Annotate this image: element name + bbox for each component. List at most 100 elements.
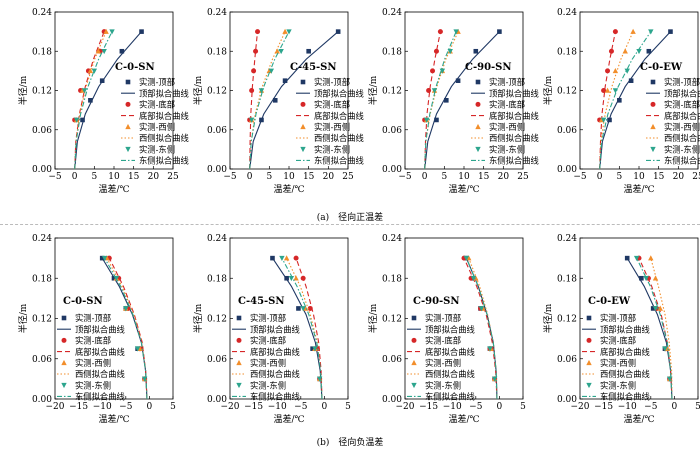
panel-label: C-45-SN [290,62,337,73]
y-tick-label: 0.00 [557,165,577,175]
legend-marker-swatch [586,360,591,365]
x-tick-label: 0 [597,172,603,182]
legend-label: 实测-顶部 [139,77,175,87]
series-line [425,32,458,169]
legend-marker-swatch [412,338,417,343]
x-tick-label: 10 [108,172,120,182]
panel-label: C-90-SN [465,62,512,73]
y-axis-label: 半径/m [192,75,204,105]
legend-marker-swatch [650,124,655,129]
x-tick-label: 20 [323,172,335,182]
legend-item: 实测-西侧 [650,122,700,132]
legend-item: 实测-西侧 [125,122,175,132]
legend-label: 顶部拟合曲线 [75,324,125,334]
legend-label: 西侧拟合曲线 [664,133,700,143]
legend-label: 顶部拟合曲线 [250,324,300,334]
y-tick-label: 0.06 [32,126,52,136]
y-tick-label: 0.06 [382,126,402,136]
legend-marker-swatch [126,80,131,85]
data-point [293,275,298,280]
legend-marker-swatch [476,80,481,85]
legend-item: 西侧拟合曲线 [296,133,364,143]
y-tick-label: 0.24 [32,8,52,18]
legend-item: 西侧拟合曲线 [407,369,475,379]
legend-marker-swatch [411,360,416,365]
y-tick-label: 0.24 [207,234,227,244]
legend-item: 底部拟合曲线 [232,347,300,357]
legend-item: 实测-底部 [587,336,637,346]
legend-label: 实测-西侧 [425,358,461,368]
legend-label: 底部拟合曲线 [75,347,125,357]
x-tick-label: 25 [692,172,700,182]
legend-label: 实测-西侧 [489,122,525,132]
legend-marker-swatch [301,80,306,85]
legend-item: 实测-顶部 [587,313,636,323]
legend-label: 西侧拟合曲线 [250,369,300,379]
y-tick-label: 0.12 [207,315,227,325]
x-tick-label: 10 [633,172,645,182]
legend-marker-swatch [61,360,66,365]
legend-label: 实测-顶部 [250,313,286,323]
y-tick-label: 0.12 [382,87,402,97]
legend-item: 东侧拟合曲线 [582,392,650,402]
legend-label: 底部拟合曲线 [664,111,700,121]
legend-label: 实测-顶部 [600,313,636,323]
x-tick-label: 20 [673,172,685,182]
data-point [630,29,635,34]
legend-label: 实测-西侧 [664,122,700,132]
legend-label: 顶部拟合曲线 [664,88,700,98]
legend-label: 东侧拟合曲线 [600,392,650,402]
legend-item: 实测-底部 [126,100,176,110]
legend-item: 实测-顶部 [651,77,700,87]
y-axis-label: 半径/m [542,75,554,105]
legend-item: 实测-顶部 [126,77,175,87]
legend-marker-swatch [412,316,417,321]
y-tick-label: 0.24 [382,8,402,18]
x-tick-label: 5 [520,402,526,412]
x-tick-label: 0 [672,402,678,412]
legend-item: 实测-东侧 [411,380,461,390]
x-tick-label: −15 [419,402,438,412]
y-tick-label: 0.00 [207,395,227,405]
legend-label: 底部拟合曲线 [600,347,650,357]
legend-item: 底部拟合曲线 [471,111,539,121]
x-tick-label: −5 [644,402,658,412]
legend-marker-swatch [587,316,592,321]
x-axis-label: 温差/℃ [98,183,129,195]
legend-label: 实测-底部 [314,100,350,110]
legend-marker-swatch [301,102,306,107]
legend-item: 实测-底部 [651,100,700,110]
legend-label: 实测-顶部 [75,313,111,323]
legend-item: 顶部拟合曲线 [296,88,364,98]
x-tick-label: 10 [283,172,295,182]
x-tick-label: −5 [294,402,308,412]
legend-item: 东侧拟合曲线 [232,392,300,402]
legend-label: 顶部拟合曲线 [139,88,189,98]
legend-item: 实测-西侧 [411,358,461,368]
legend-item: 东侧拟合曲线 [471,156,539,166]
legend-marker-swatch [587,338,592,343]
legend-marker-swatch [651,80,656,85]
legend-item: 实测-底部 [62,336,112,346]
y-tick-label: 0.00 [32,165,52,175]
legend-label: 底部拟合曲线 [314,111,364,121]
y-tick-label: 0.24 [382,234,402,244]
panel-label: C-0-EW [588,296,631,307]
x-tick-label: 5 [266,172,272,182]
legend-marker-swatch [126,102,131,107]
legend-marker-swatch [650,147,655,152]
legend-item: 西侧拟合曲线 [582,369,650,379]
legend-item: 西侧拟合曲线 [57,369,125,379]
legend-label: 实测-顶部 [425,313,461,323]
data-point [296,306,301,311]
y-tick-label: 0.12 [32,315,52,325]
y-tick-label: 0.24 [207,8,227,18]
legend-label: 顶部拟合曲线 [425,324,475,334]
chart-panel-a-4: −505101520250.000.060.120.180.24温差/℃半径/m… [542,8,700,195]
legend-label: 实测-东侧 [314,144,350,154]
y-tick-label: 0.12 [382,315,402,325]
